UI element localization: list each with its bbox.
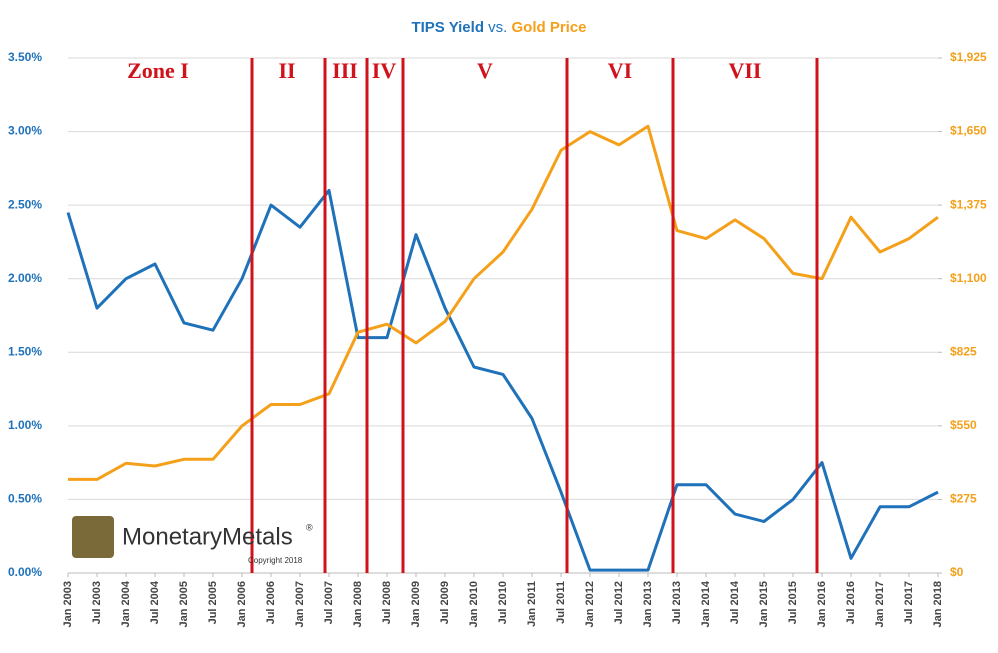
y-tick-label: 3.00%	[8, 124, 42, 138]
logo-text: MonetaryMetals	[122, 523, 293, 550]
zone-label: II	[278, 58, 295, 83]
series-line	[68, 124, 939, 481]
logo-icon	[72, 516, 114, 558]
x-tick-label: Jan 2006	[236, 581, 248, 627]
zone-label: IV	[372, 58, 397, 83]
x-tick-label: Jan 2018	[932, 581, 944, 627]
y2-tick-label: $0	[950, 565, 964, 579]
x-tick-label: Jan 2015	[758, 581, 770, 627]
y-tick-label: 2.00%	[8, 271, 42, 285]
x-tick-label: Jul 2013	[671, 581, 683, 624]
y-tick-label: 1.00%	[8, 418, 42, 432]
x-tick-label: Jan 2005	[178, 581, 190, 627]
x-tick-label: Jul 2007	[323, 581, 335, 624]
x-tick-label: Jan 2014	[700, 580, 712, 627]
x-tick-label: Jul 2016	[845, 581, 857, 624]
x-tick-label: Jul 2014	[729, 580, 741, 624]
chart-title: TIPS Yield vs. Gold Price	[411, 19, 586, 36]
logo: MonetaryMetals ® Copyright 2018	[72, 516, 313, 565]
y2-tick-label: $1,375	[950, 197, 987, 211]
y-tick-label: 2.50%	[8, 197, 42, 211]
x-tick-label: Jul 2006	[265, 581, 277, 624]
y2-tick-label: $550	[950, 418, 977, 432]
x-tick-label: Jul 2008	[381, 581, 393, 624]
x-tick-label: Jan 2017	[874, 581, 886, 627]
y2-tick-label: $275	[950, 492, 977, 506]
x-tick-label: Jul 2017	[903, 581, 915, 624]
zone-label: VII	[728, 58, 761, 83]
y2-tick-label: $825	[950, 344, 977, 358]
x-tick-label: Jul 2005	[207, 581, 219, 624]
x-tick-label: Jul 2011	[555, 581, 567, 624]
x-tick-label: Jan 2004	[120, 580, 132, 627]
x-tick-label: Jul 2012	[613, 581, 625, 624]
logo-mark: ®	[306, 522, 313, 532]
zone-label: VI	[608, 58, 632, 83]
x-tick-label: Jul 2015	[787, 581, 799, 624]
x-tick-label: Jan 2009	[410, 581, 422, 627]
x-tick-label: Jan 2007	[294, 581, 306, 627]
zone-label: III	[332, 58, 358, 83]
y-tick-label: 0.50%	[8, 492, 42, 506]
zone-label: V	[477, 58, 493, 83]
y-tick-label: 0.00%	[8, 565, 42, 579]
x-tick-label: Jul 2009	[439, 581, 451, 624]
y2-tick-label: $1,100	[950, 271, 987, 285]
y-tick-label: 1.50%	[8, 344, 42, 358]
logo-note: Copyright 2018	[248, 556, 303, 565]
x-tick-label: Jan 2010	[468, 581, 480, 627]
x-tick-label: Jul 2010	[497, 581, 509, 624]
x-tick-label: Jul 2003	[91, 581, 103, 624]
x-tick-label: Jan 2016	[816, 581, 828, 627]
x-tick-label: Jul 2004	[149, 580, 161, 624]
x-tick-label: Jan 2012	[584, 581, 596, 627]
y-tick-label: 3.50%	[8, 50, 42, 64]
x-tick-label: Jan 2003	[62, 581, 74, 627]
y2-tick-label: $1,925	[950, 50, 987, 64]
x-tick-label: Jan 2011	[526, 581, 538, 627]
x-tick-label: Jan 2013	[642, 581, 654, 627]
series-line	[66, 188, 939, 572]
y2-tick-label: $1,650	[950, 124, 987, 138]
zone-label: Zone I	[127, 58, 189, 83]
x-tick-label: Jan 2008	[352, 581, 364, 627]
